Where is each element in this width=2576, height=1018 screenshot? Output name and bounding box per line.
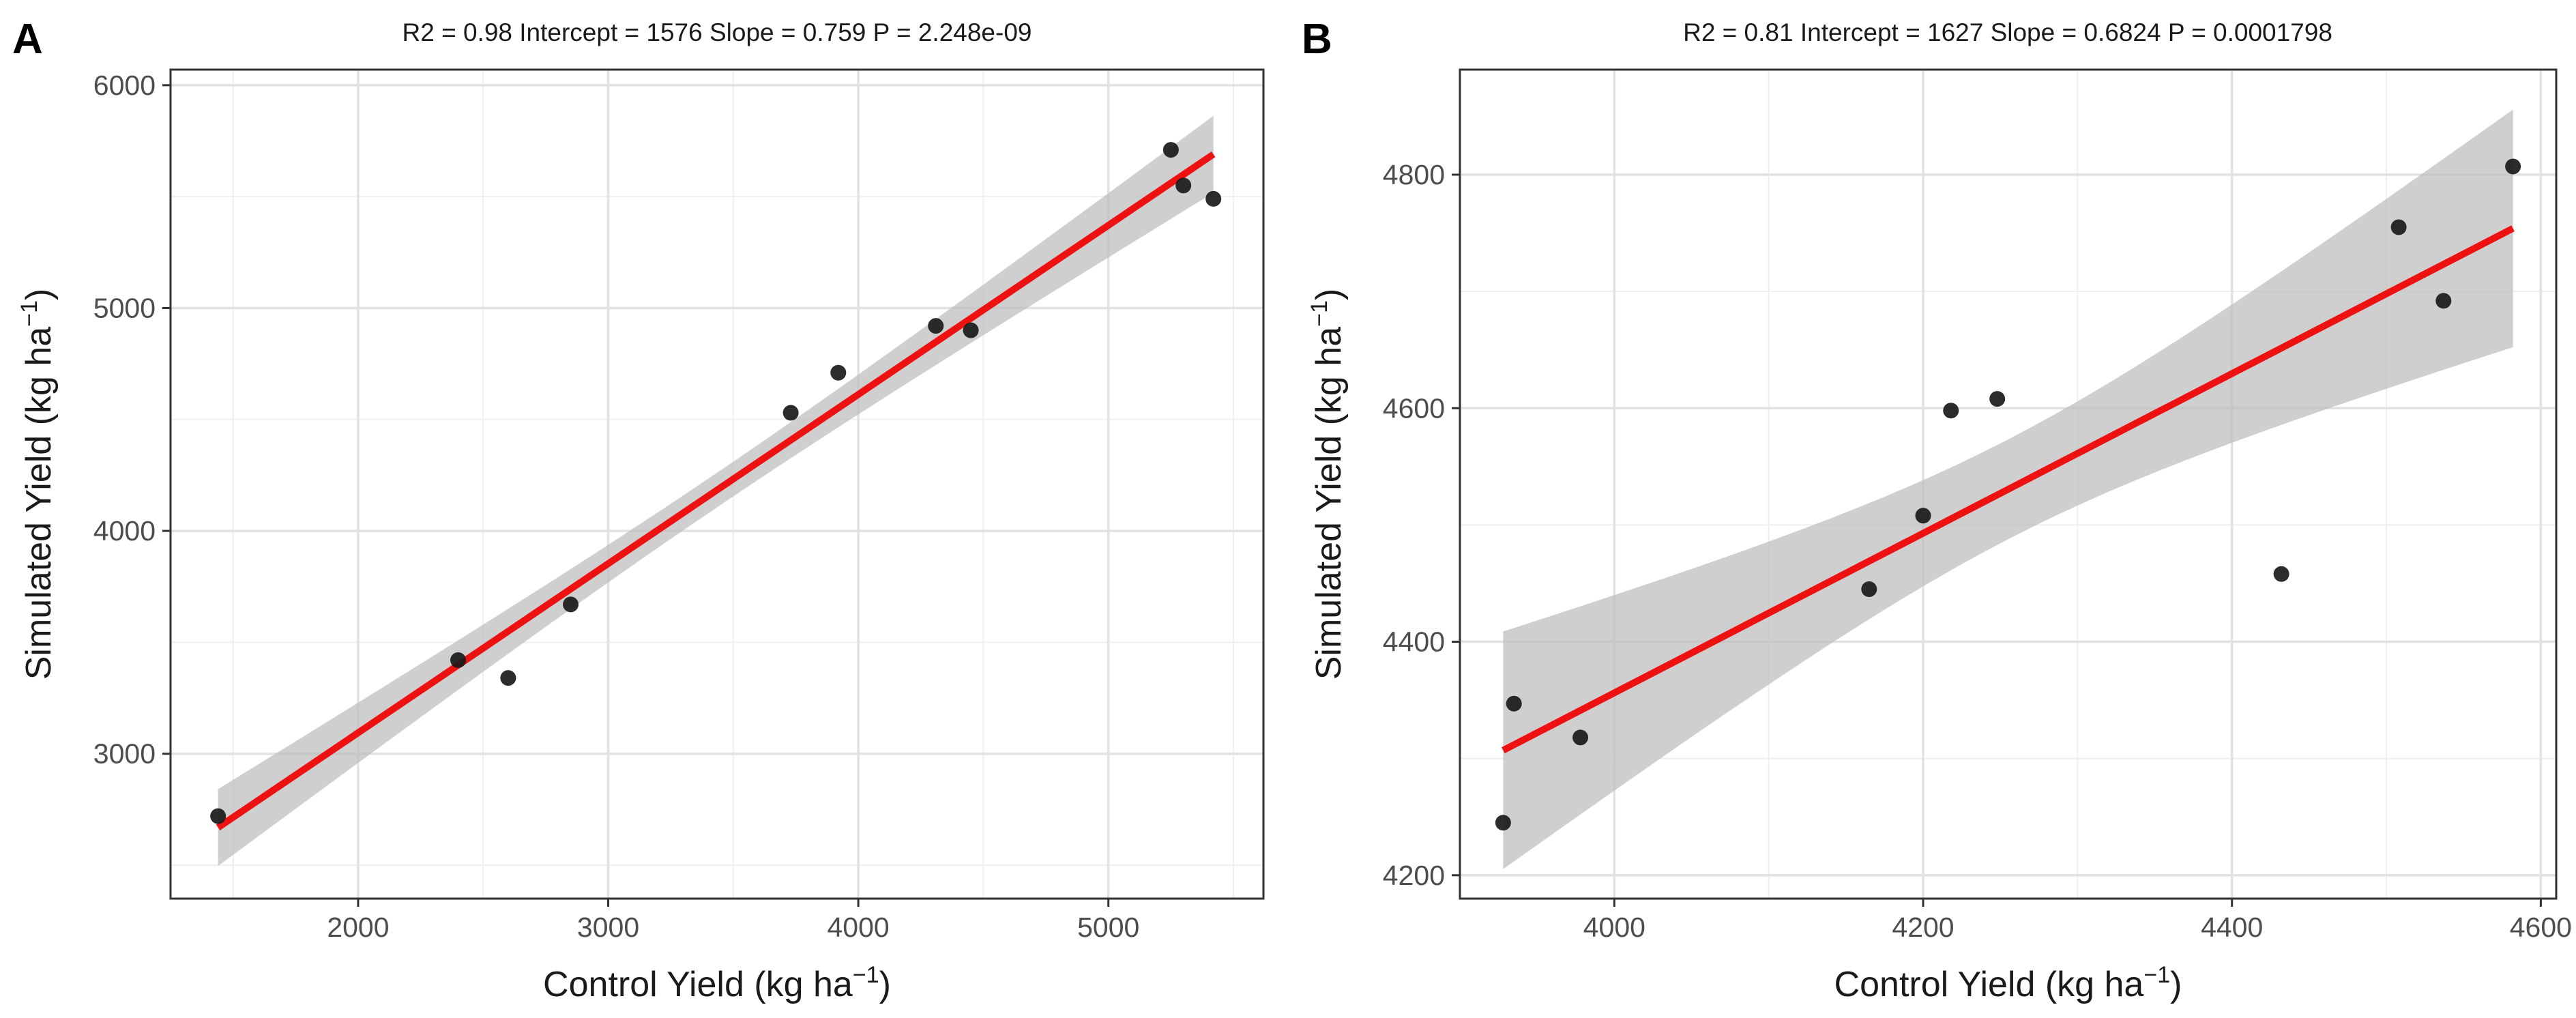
data-point <box>1175 177 1192 194</box>
panel-border <box>169 68 1265 900</box>
panel-b: 4000 4200 4400 4600 4200 4400 4600 4800 B R2 = 0.… <box>1302 16 2572 1004</box>
data-point <box>2435 293 2452 309</box>
data-point <box>450 652 467 669</box>
panel-label: B <box>1302 16 1332 63</box>
panel-a: 2000 3000 4000 5000 3000 4000 5000 6000 A R2 = 0.… <box>12 16 1265 1004</box>
data-point <box>830 364 847 381</box>
chart-title: R2 = 0.81 Intercept = 1627 Slope = 0.682… <box>1683 18 2332 46</box>
unit-close: ) <box>1309 289 1349 300</box>
x-tick-label: 4600 <box>2510 912 2572 943</box>
data-point <box>1205 190 1222 207</box>
data-point <box>500 670 516 686</box>
y-tick-label: 6000 <box>93 70 156 101</box>
unit-close: ) <box>879 965 891 1004</box>
axis-title-text: Control Yield (kg ha <box>543 965 853 1004</box>
y-tick-label: 3000 <box>93 738 156 770</box>
x-tick-label: 3000 <box>577 912 639 943</box>
panel-label: A <box>12 16 43 63</box>
axis-title-text: Simulated Yield (kg ha <box>1309 327 1349 680</box>
data-point <box>1861 581 1877 598</box>
data-point <box>1162 142 1179 158</box>
unit-exponent: −1 <box>16 300 42 327</box>
chart-title: R2 = 0.98 Intercept = 1576 Slope = 0.759… <box>402 18 1032 46</box>
y-axis-title: Simulated Yield (kg ha−1) <box>16 289 59 680</box>
data-point <box>563 596 579 613</box>
axis-title-text: Control Yield (kg ha <box>1834 965 2144 1004</box>
y-tick-label: 4400 <box>1383 626 1445 658</box>
data-point <box>1989 391 2006 407</box>
y-tick-label: 4000 <box>93 515 156 547</box>
data-point <box>1915 508 1931 524</box>
regression-line <box>1502 225 2515 754</box>
unit-exponent: −1 <box>1306 300 1332 327</box>
data-point <box>1495 815 1511 831</box>
x-tick-label: 4200 <box>1892 912 1954 943</box>
data-point <box>2390 219 2407 235</box>
x-axis-title: Control Yield (kg ha−1) <box>1834 962 2182 1004</box>
y-tick-label: 4200 <box>1383 860 1445 891</box>
data-point <box>1506 695 1522 712</box>
data-point <box>928 318 944 334</box>
x-tick-label: 4000 <box>1583 912 1645 943</box>
axis-title-text: Simulated Yield (kg ha <box>19 327 59 680</box>
x-tick-label: 4400 <box>2201 912 2263 943</box>
data-point <box>1572 729 1589 746</box>
y-tick-label: 5000 <box>93 292 156 323</box>
unit-close: ) <box>2170 965 2182 1004</box>
y-tick-label: 4800 <box>1383 159 1445 190</box>
data-point <box>2273 566 2289 582</box>
x-tick-label: 4000 <box>828 912 890 943</box>
y-tick-label: 4600 <box>1383 392 1445 424</box>
panel-border <box>1459 68 2558 900</box>
data-point <box>963 322 979 338</box>
regression-line <box>216 151 1216 830</box>
data-point <box>2505 158 2521 175</box>
data-point <box>1943 403 1959 419</box>
unit-exponent: −1 <box>853 962 879 988</box>
x-tick-label: 2000 <box>327 912 389 943</box>
unit-exponent: −1 <box>2143 962 2170 988</box>
unit-close: ) <box>19 289 59 300</box>
y-axis-title: Simulated Yield (kg ha−1) <box>1306 289 1349 680</box>
x-axis-title: Control Yield (kg ha−1) <box>543 962 891 1004</box>
data-point <box>782 405 799 421</box>
x-tick-label: 5000 <box>1077 912 1139 943</box>
data-point <box>210 808 226 824</box>
